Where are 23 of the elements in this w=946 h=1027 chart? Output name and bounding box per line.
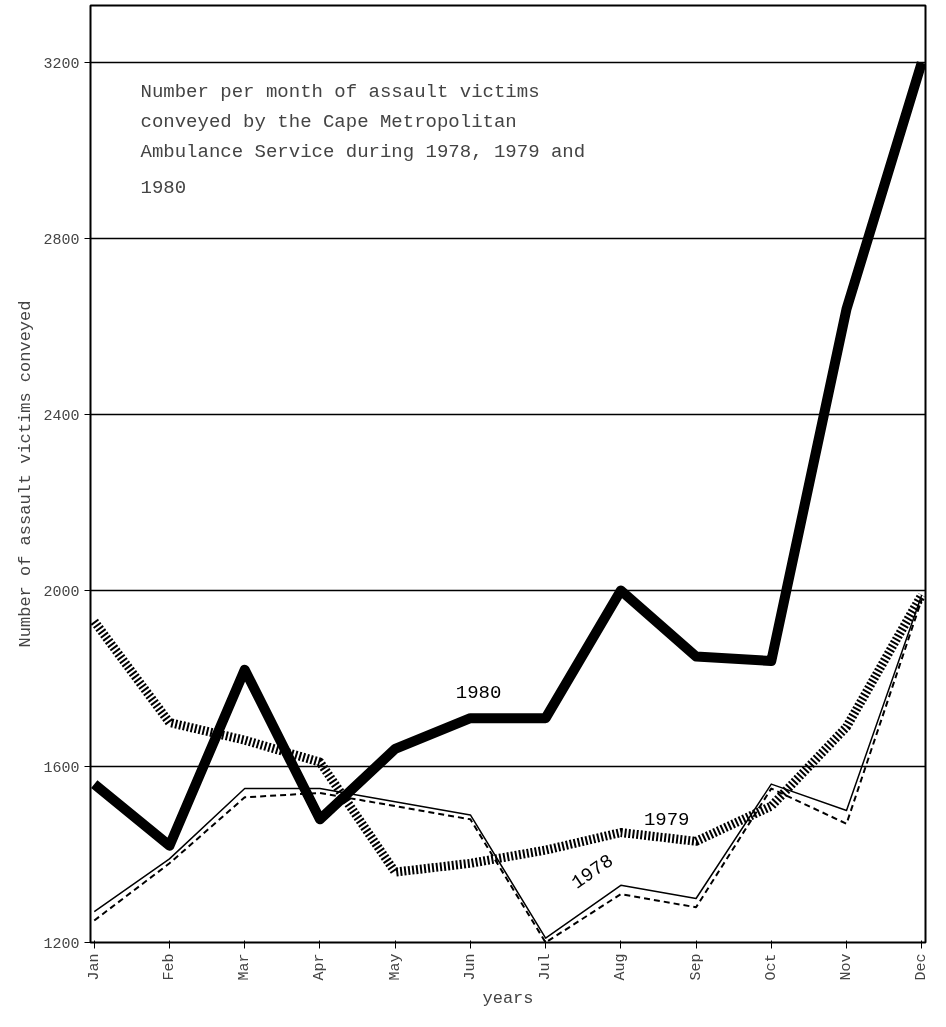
x-tick-label: Mar [236,953,254,981]
y-tick-label: 1200 [43,935,80,953]
y-tick-label: 1600 [43,759,80,777]
x-tick-label: Feb [160,953,178,981]
y-tick-label: 2800 [43,231,80,249]
y-tick-label: 3200 [43,55,80,73]
x-tick-label: Sep [687,953,705,981]
x-tick-label: Jan [85,953,103,981]
x-tick-label: Apr [311,953,329,981]
x-axis-title: years [482,988,534,1008]
y-tick-label: 2400 [43,407,80,425]
x-tick-label: Jun [461,953,479,981]
x-tick-label: May [386,953,404,981]
x-tick-label: Dec [913,953,931,981]
x-tick-label: Jul [537,953,555,981]
y-tick-label: 2000 [43,583,80,601]
text: Number per month of assault victims conveyed by the Cape Metropolitan Ambulance Service during 1978, 1979 and 1980 [140,80,586,199]
y-axis-title: Number of assault victims conveyed [16,300,36,648]
series-label: 1980 [455,682,502,705]
series-label: 1979 [643,808,690,831]
x-tick-label: Oct [762,953,780,981]
x-tick-label: Aug [612,953,630,981]
x-tick-label: Nov [838,953,856,981]
